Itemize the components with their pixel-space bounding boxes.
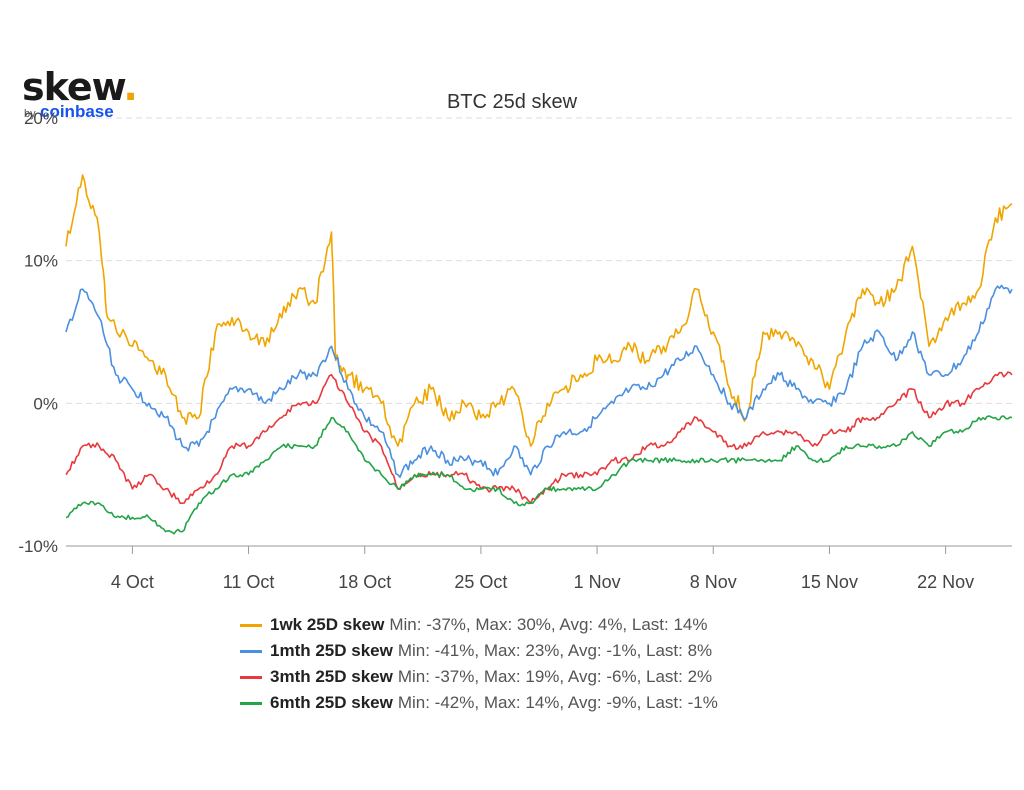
legend-swatch: [240, 701, 262, 705]
y-tick-label: 10%: [24, 252, 58, 271]
legend-item[interactable]: 1wk 25D skew Min: -37%, Max: 30%, Avg: 4%…: [240, 612, 800, 638]
legend-series-name: 6mth 25D skew: [270, 693, 393, 712]
legend-item[interactable]: 3mth 25D skew Min: -37%, Max: 19%, Avg: -…: [240, 664, 800, 690]
skew-logo: skew. by coinbase: [22, 65, 138, 130]
series-line-4: [65, 415, 1013, 535]
x-tick-label: 25 Oct: [454, 572, 507, 592]
legend: 1wk 25D skew Min: -37%, Max: 30%, Avg: 4%…: [240, 612, 800, 716]
legend-swatch: [240, 623, 262, 627]
logo-coinbase-text: coinbase: [40, 102, 114, 121]
legend-series-stats: Min: -42%, Max: 14%, Avg: -9%, Last: -1%: [397, 693, 718, 712]
legend-item[interactable]: 6mth 25D skew Min: -42%, Max: 14%, Avg: -…: [240, 690, 800, 716]
legend-series-stats: Min: -37%, Max: 19%, Avg: -6%, Last: 2%: [397, 667, 713, 686]
series-line-2: [65, 284, 1013, 478]
x-tick-label: 22 Nov: [917, 572, 974, 592]
series-line-1: [65, 174, 1013, 447]
legend-swatch: [240, 675, 262, 679]
logo-wordmark: skew.: [22, 65, 138, 109]
x-tick-label: 1 Nov: [574, 572, 621, 592]
y-axis-labels: 20% 10% 0% -10%: [18, 109, 58, 556]
series-line-3: [65, 371, 1013, 504]
x-tick-label: 8 Nov: [690, 572, 737, 592]
legend-series-stats: Min: -41%, Max: 23%, Avg: -1%, Last: 8%: [397, 641, 713, 660]
legend-series-name: 3mth 25D skew: [270, 667, 393, 686]
series-lines: [65, 174, 1013, 535]
y-tick-label: 0%: [33, 394, 58, 413]
legend-series-stats: Min: -37%, Max: 30%, Avg: 4%, Last: 14%: [389, 615, 708, 634]
legend-item[interactable]: 1mth 25D skew Min: -41%, Max: 23%, Avg: -…: [240, 638, 800, 664]
x-tick-label: 11 Oct: [223, 572, 275, 592]
y-tick-label: 20%: [24, 109, 58, 128]
legend-series-name: 1wk 25D skew: [270, 615, 385, 634]
x-axis: 4 Oct 11 Oct 18 Oct 25 Oct 1 Nov 8 Nov 15 Nov 2…: [66, 545, 1012, 592]
chart-title: BTC 25d skew: [447, 91, 578, 113]
logo-by-text: by: [24, 108, 36, 120]
legend-series-name: 1mth 25D skew: [270, 641, 393, 660]
x-tick-label: 4 Oct: [111, 572, 154, 592]
legend-swatch: [240, 649, 262, 653]
x-tick-label: 15 Nov: [801, 572, 858, 592]
y-tick-label: -10%: [18, 537, 58, 556]
x-tick-label: 18 Oct: [338, 572, 391, 592]
